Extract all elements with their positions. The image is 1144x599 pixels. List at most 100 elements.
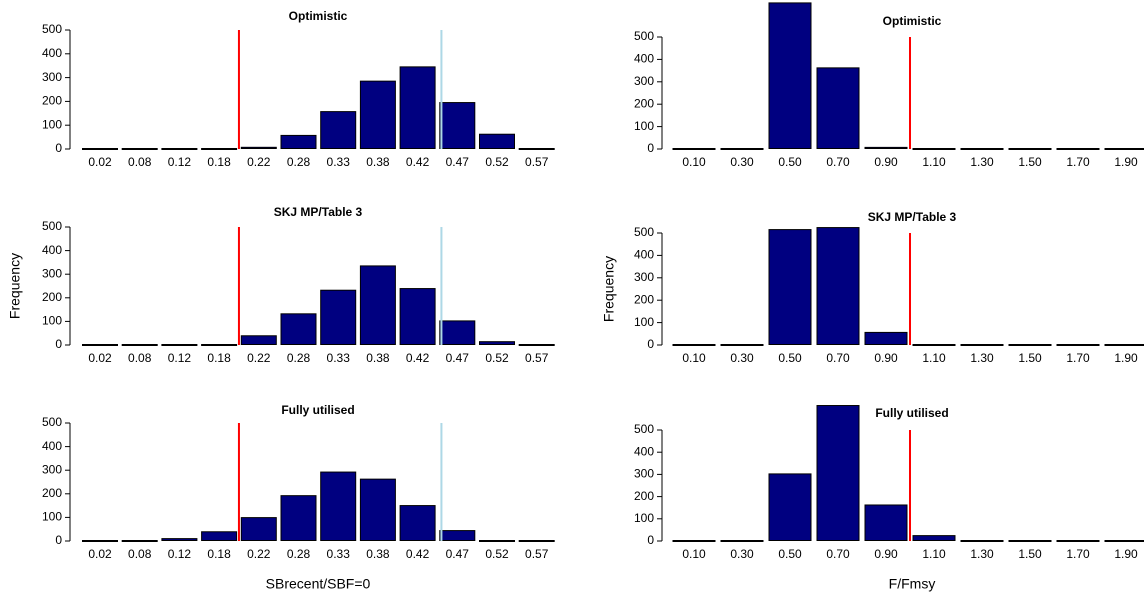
bar xyxy=(720,540,764,542)
x-tick-label: 1.70 xyxy=(1066,351,1090,365)
x-tick-label: 0.12 xyxy=(168,547,192,561)
bar xyxy=(1008,540,1052,542)
bar xyxy=(161,344,198,346)
bar xyxy=(320,289,357,345)
bar xyxy=(720,344,764,346)
x-tick-label: 0.70 xyxy=(826,351,850,365)
x-tick-label: 1.10 xyxy=(922,155,946,169)
x-tick-label: 0.30 xyxy=(730,155,754,169)
x-tick-label: 0.47 xyxy=(446,547,470,561)
y-tick-label: 200 xyxy=(42,94,62,108)
y-tick-label: 300 xyxy=(634,270,654,284)
bar xyxy=(240,146,277,149)
y-tick-label: 400 xyxy=(42,439,62,453)
x-tick-label: 1.90 xyxy=(1114,155,1138,169)
bar xyxy=(121,540,158,542)
x-tick-label: 0.57 xyxy=(525,547,549,561)
y-tick-label: 500 xyxy=(634,422,654,436)
x-tick-label: 0.08 xyxy=(128,547,152,561)
x-tick-label: 0.50 xyxy=(778,547,802,561)
bar xyxy=(1104,540,1144,542)
bar xyxy=(768,229,812,345)
bar xyxy=(912,344,956,346)
bar xyxy=(82,344,118,346)
bar xyxy=(359,265,396,345)
x-tick-label: 0.30 xyxy=(730,547,754,561)
bar xyxy=(280,495,317,542)
x-tick-label: 0.42 xyxy=(406,155,430,169)
chart-title: Fully utilised xyxy=(875,406,948,420)
x-tick-label: 1.70 xyxy=(1066,547,1090,561)
bar xyxy=(320,111,357,149)
y-tick-label: 0 xyxy=(55,337,62,351)
bar xyxy=(201,344,238,346)
y-tick-label: 400 xyxy=(634,444,654,458)
bar xyxy=(672,344,716,346)
x-tick-label: 0.52 xyxy=(485,547,509,561)
y-axis-title: Frequency xyxy=(7,253,23,319)
bar xyxy=(960,540,1004,542)
bar xyxy=(479,540,515,542)
y-tick-label: 100 xyxy=(634,315,654,329)
chart-title: Fully utilised xyxy=(281,403,354,417)
y-tick-label: 400 xyxy=(42,46,62,60)
bar xyxy=(82,148,118,150)
y-tick-label: 500 xyxy=(42,415,62,429)
bar xyxy=(399,66,436,149)
x-tick-label: 1.30 xyxy=(970,547,994,561)
bar xyxy=(720,148,764,150)
x-tick-label: 0.50 xyxy=(778,155,802,169)
chart-title: Optimistic xyxy=(289,9,348,23)
bar xyxy=(518,344,555,346)
x-tick-label: 0.10 xyxy=(682,155,706,169)
y-tick-label: 200 xyxy=(634,96,654,110)
y-tick-label: 500 xyxy=(634,29,654,43)
x-tick-label: 1.10 xyxy=(922,547,946,561)
bar xyxy=(672,148,716,150)
bar xyxy=(399,505,436,541)
y-tick-label: 200 xyxy=(42,290,62,304)
x-tick-label: 0.22 xyxy=(247,547,271,561)
x-tick-label: 0.70 xyxy=(826,547,850,561)
bar xyxy=(161,538,198,541)
y-tick-label: 0 xyxy=(55,533,62,547)
y-tick-label: 300 xyxy=(634,74,654,88)
bar xyxy=(1104,148,1144,150)
bar xyxy=(359,478,396,542)
y-tick-label: 200 xyxy=(634,489,654,503)
x-tick-label: 0.12 xyxy=(168,155,192,169)
x-tick-label: 0.22 xyxy=(247,351,271,365)
bar xyxy=(1056,344,1100,346)
x-tick-label: 0.18 xyxy=(207,547,231,561)
bar xyxy=(280,313,317,346)
x-tick-label: 0.42 xyxy=(406,547,430,561)
x-tick-label: 0.18 xyxy=(207,351,231,365)
x-tick-label: 1.50 xyxy=(1018,351,1042,365)
x-tick-label: 0.02 xyxy=(88,155,112,169)
bar xyxy=(201,531,238,542)
x-tick-label: 0.90 xyxy=(874,351,898,365)
x-tick-label: 1.10 xyxy=(922,351,946,365)
bar xyxy=(82,540,118,542)
x-tick-label: 1.30 xyxy=(970,351,994,365)
x-tick-label: 0.47 xyxy=(446,351,470,365)
x-tick-label: 0.52 xyxy=(485,155,509,169)
x-tick-label: 0.57 xyxy=(525,351,549,365)
y-tick-label: 300 xyxy=(634,467,654,481)
x-tick-label: 1.70 xyxy=(1066,155,1090,169)
bar xyxy=(864,146,908,150)
bar xyxy=(1056,148,1100,150)
bar xyxy=(439,320,476,345)
bar xyxy=(864,504,908,542)
x-tick-label: 0.33 xyxy=(327,155,351,169)
x-tick-label: 1.90 xyxy=(1114,351,1138,365)
x-tick-label: 0.02 xyxy=(88,351,112,365)
x-tick-label: 0.22 xyxy=(247,155,271,169)
x-tick-label: 0.50 xyxy=(778,351,802,365)
y-tick-label: 300 xyxy=(42,70,62,84)
y-tick-label: 500 xyxy=(42,22,62,36)
x-tick-label: 0.28 xyxy=(287,351,311,365)
bar xyxy=(359,80,396,149)
bar xyxy=(121,148,158,150)
